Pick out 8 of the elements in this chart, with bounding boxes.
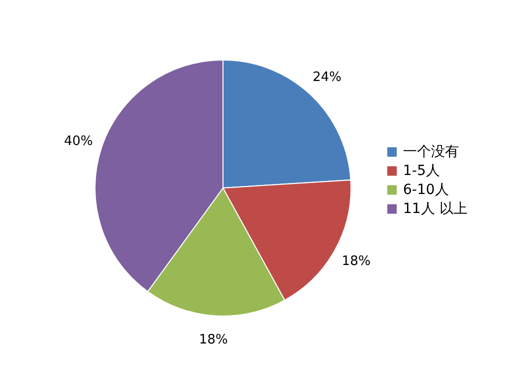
legend-label: 6-10人 [403, 182, 449, 198]
data-label: 24% [312, 70, 342, 86]
data-label: 40% [64, 134, 93, 150]
data-label: 18% [199, 332, 228, 348]
legend-label: 一个没有 [403, 144, 459, 160]
data-label: 18% [342, 254, 371, 270]
legend-label: 1-5人 [403, 163, 440, 179]
legend-label: 11人 以上 [403, 201, 468, 217]
